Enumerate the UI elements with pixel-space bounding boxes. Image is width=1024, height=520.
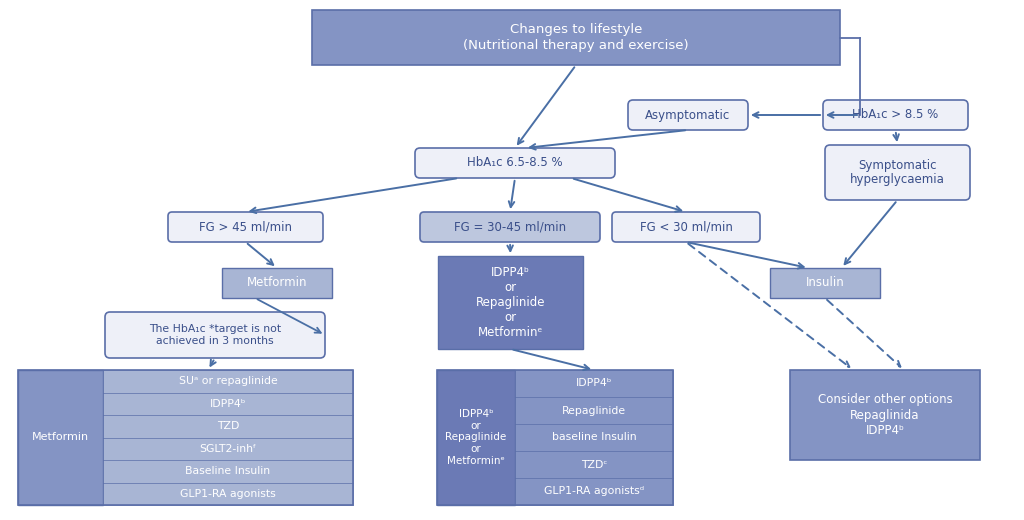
Text: IDPP4ᵇ: IDPP4ᵇ <box>575 379 612 388</box>
Bar <box>770 268 880 298</box>
FancyBboxPatch shape <box>628 100 748 130</box>
Text: Consider other options
Repaglinida
IDPP4ᵇ: Consider other options Repaglinida IDPP4… <box>817 394 952 436</box>
Bar <box>103 370 353 505</box>
FancyBboxPatch shape <box>105 312 325 358</box>
Text: SGLT2-inhᶠ: SGLT2-inhᶠ <box>200 444 257 454</box>
Text: GLP1-RA agonistsᵈ: GLP1-RA agonistsᵈ <box>544 487 644 497</box>
Bar <box>437 370 515 505</box>
Text: FG < 30 ml/min: FG < 30 ml/min <box>640 220 732 233</box>
Text: IDPP4ᵇ
or
Repaglinide
or
Metforminᵉ: IDPP4ᵇ or Repaglinide or Metforminᵉ <box>445 409 507 466</box>
Text: HbA₁c > 8.5 %: HbA₁c > 8.5 % <box>852 109 939 122</box>
Text: Insulin: Insulin <box>806 277 845 290</box>
Text: IDPP4ᵇ
or
Repaglinide
or
Metforminᵉ: IDPP4ᵇ or Repaglinide or Metforminᵉ <box>476 266 545 339</box>
Bar <box>18 370 353 505</box>
Bar <box>312 10 840 65</box>
Text: Changes to lifestyle
(Nutritional therapy and exercise): Changes to lifestyle (Nutritional therap… <box>463 23 689 51</box>
FancyBboxPatch shape <box>420 212 600 242</box>
Bar <box>222 268 332 298</box>
Bar <box>515 370 673 505</box>
Text: Repaglinide: Repaglinide <box>562 406 626 415</box>
Text: The HbA₁c *target is not
achieved in 3 months: The HbA₁c *target is not achieved in 3 m… <box>148 324 281 346</box>
FancyBboxPatch shape <box>168 212 323 242</box>
Text: GLP1-RA agonists: GLP1-RA agonists <box>180 489 275 499</box>
Bar <box>790 370 980 460</box>
Text: Symptomatic
hyperglycaemia: Symptomatic hyperglycaemia <box>850 159 945 187</box>
FancyBboxPatch shape <box>823 100 968 130</box>
Text: FG > 45 ml/min: FG > 45 ml/min <box>199 220 292 233</box>
Text: TZDᶜ: TZDᶜ <box>581 460 607 470</box>
Text: SUᵃ or repaglinide: SUᵃ or repaglinide <box>178 376 278 386</box>
Text: FG = 30-45 ml/min: FG = 30-45 ml/min <box>454 220 566 233</box>
FancyBboxPatch shape <box>612 212 760 242</box>
Text: TZD: TZD <box>217 421 240 431</box>
Text: HbA₁c 6.5-8.5 %: HbA₁c 6.5-8.5 % <box>467 157 563 170</box>
FancyBboxPatch shape <box>415 148 615 178</box>
Text: IDPP4ᵇ: IDPP4ᵇ <box>210 399 246 409</box>
FancyBboxPatch shape <box>825 145 970 200</box>
Text: Baseline Insulin: Baseline Insulin <box>185 466 270 476</box>
Text: baseline Insulin: baseline Insulin <box>552 433 636 443</box>
Text: Metformin: Metformin <box>32 433 89 443</box>
Bar <box>18 370 103 505</box>
Text: Metformin: Metformin <box>247 277 307 290</box>
Bar <box>438 256 583 349</box>
Text: Asymptomatic: Asymptomatic <box>645 109 731 122</box>
Bar <box>437 370 673 505</box>
